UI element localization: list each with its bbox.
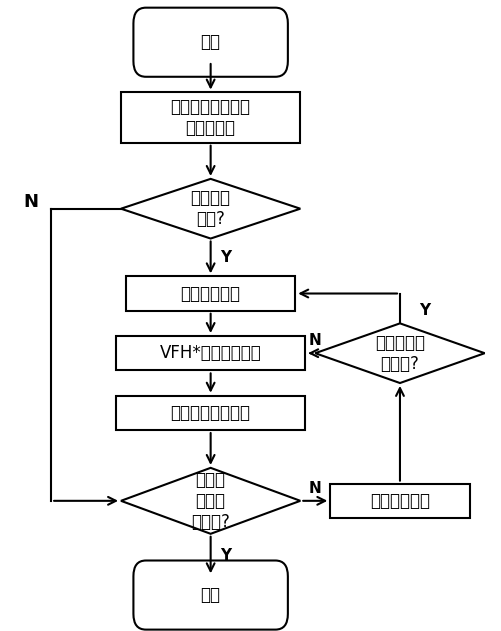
Bar bbox=[116, 336, 305, 370]
Text: 激光雷达构建环境
的栅格地图: 激光雷达构建环境 的栅格地图 bbox=[171, 98, 250, 137]
Text: N: N bbox=[309, 481, 322, 496]
Polygon shape bbox=[121, 179, 300, 239]
Text: N: N bbox=[309, 333, 322, 348]
Text: 更新栅格地图: 更新栅格地图 bbox=[370, 492, 430, 510]
Text: 存在全局
路径?: 存在全局 路径? bbox=[191, 189, 230, 228]
Bar bbox=[126, 276, 296, 311]
Bar bbox=[330, 483, 470, 518]
Text: 机器人
运动到
目标点?: 机器人 运动到 目标点? bbox=[191, 471, 230, 531]
Polygon shape bbox=[121, 468, 300, 534]
Text: 规划全局路径: 规划全局路径 bbox=[181, 285, 240, 302]
Text: 是否更新全
局路径?: 是否更新全 局路径? bbox=[375, 334, 425, 372]
Text: Y: Y bbox=[419, 304, 430, 318]
FancyBboxPatch shape bbox=[133, 560, 288, 630]
Text: Y: Y bbox=[220, 250, 231, 265]
Text: N: N bbox=[24, 194, 39, 211]
Polygon shape bbox=[315, 323, 484, 383]
FancyBboxPatch shape bbox=[133, 8, 288, 77]
Text: VFH*规划局部路径: VFH*规划局部路径 bbox=[160, 344, 262, 362]
Text: 沿着局部路径运动: 沿着局部路径运动 bbox=[171, 404, 250, 422]
Text: 结束: 结束 bbox=[200, 586, 220, 604]
Text: 开始: 开始 bbox=[200, 33, 220, 51]
Bar bbox=[116, 396, 305, 430]
Text: Y: Y bbox=[220, 548, 231, 562]
Bar bbox=[121, 93, 300, 143]
